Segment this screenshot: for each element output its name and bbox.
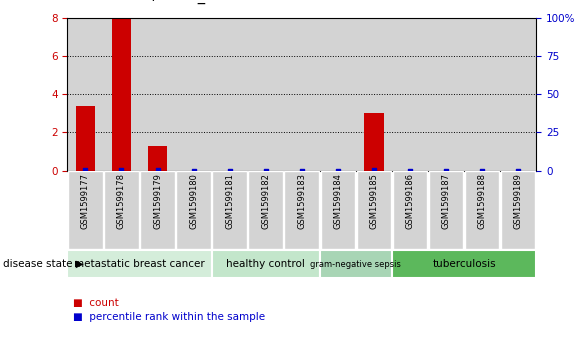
Bar (67, 18, 104, 171)
FancyBboxPatch shape (212, 171, 247, 249)
Bar (176, 18, 212, 171)
FancyBboxPatch shape (501, 171, 536, 249)
Text: GSM1599182: GSM1599182 (261, 173, 270, 229)
Point (153, 168, 162, 174)
Bar (212, 18, 248, 171)
FancyBboxPatch shape (429, 171, 464, 249)
FancyBboxPatch shape (465, 171, 499, 249)
FancyBboxPatch shape (357, 171, 391, 249)
Bar (104, 18, 139, 171)
Text: healthy control: healthy control (226, 259, 305, 269)
Point (189, 168, 198, 174)
Text: GSM1599177: GSM1599177 (81, 173, 90, 229)
Bar (148, 146, 168, 171)
FancyBboxPatch shape (393, 171, 427, 249)
Bar (139, 18, 176, 171)
Point (441, 168, 451, 174)
Text: GSM1599187: GSM1599187 (441, 173, 451, 229)
FancyBboxPatch shape (104, 171, 139, 249)
FancyBboxPatch shape (392, 250, 536, 278)
FancyBboxPatch shape (284, 171, 319, 249)
Bar (356, 18, 392, 171)
Text: ■  percentile rank within the sample: ■ percentile rank within the sample (73, 311, 265, 322)
FancyBboxPatch shape (176, 171, 211, 249)
Text: GSM1599178: GSM1599178 (117, 173, 126, 229)
Point (81, 167, 90, 173)
FancyBboxPatch shape (67, 250, 212, 278)
Text: gram-negative sepsis: gram-negative sepsis (311, 260, 401, 269)
Text: GSM1599179: GSM1599179 (153, 173, 162, 229)
Bar (284, 18, 320, 171)
Bar (392, 18, 428, 171)
Point (117, 167, 126, 173)
Bar (320, 18, 356, 171)
FancyBboxPatch shape (248, 171, 283, 249)
Point (369, 167, 379, 173)
Bar (464, 18, 500, 171)
Bar (248, 18, 284, 171)
Text: GSM1599188: GSM1599188 (478, 173, 486, 229)
Bar (364, 113, 384, 171)
Text: GSM1599189: GSM1599189 (514, 173, 523, 229)
Point (406, 168, 415, 174)
FancyBboxPatch shape (68, 171, 103, 249)
Bar (428, 18, 464, 171)
Point (478, 168, 487, 174)
Text: GSM1599186: GSM1599186 (406, 173, 414, 229)
Point (261, 168, 270, 174)
Bar (111, 18, 131, 171)
Point (513, 168, 523, 174)
Text: disease state ▶: disease state ▶ (3, 259, 84, 269)
FancyBboxPatch shape (321, 171, 355, 249)
Text: ■  count: ■ count (73, 298, 119, 308)
Text: GSM1599184: GSM1599184 (333, 173, 342, 229)
Point (297, 168, 306, 174)
FancyBboxPatch shape (140, 171, 175, 249)
Text: GDS5819 / ILMN_3293065: GDS5819 / ILMN_3293065 (79, 0, 270, 4)
Bar (500, 18, 536, 171)
Text: GSM1599181: GSM1599181 (225, 173, 234, 229)
Text: tuberculosis: tuberculosis (432, 259, 496, 269)
Text: GSM1599180: GSM1599180 (189, 173, 198, 229)
Point (225, 168, 234, 174)
Bar (76, 106, 96, 171)
Point (333, 168, 343, 174)
FancyBboxPatch shape (212, 250, 320, 278)
Text: GSM1599185: GSM1599185 (369, 173, 379, 229)
FancyBboxPatch shape (320, 250, 392, 278)
Text: GSM1599183: GSM1599183 (297, 173, 306, 229)
Text: metastatic breast cancer: metastatic breast cancer (74, 259, 205, 269)
